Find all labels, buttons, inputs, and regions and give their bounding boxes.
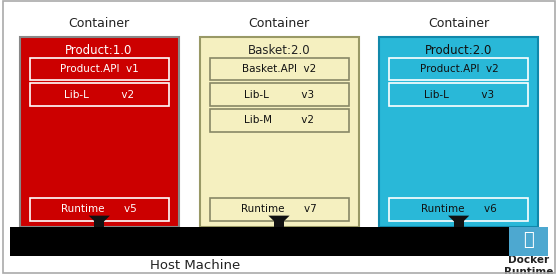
Bar [454,216,464,230]
Bar [210,198,349,221]
Text: Container: Container [69,17,129,30]
Text: Runtime      v7: Runtime v7 [242,204,317,214]
Bar [30,198,169,221]
Bar [20,37,179,227]
Text: Lib-L          v2: Lib-L v2 [64,90,134,99]
Bar [509,227,548,256]
Text: Docker
Runtime: Docker Runtime [504,255,554,274]
Bar [274,216,284,230]
Bar [389,58,528,80]
Bar [389,83,528,106]
Text: Runtime      v5: Runtime v5 [61,204,137,214]
Text: Runtime      v6: Runtime v6 [421,204,497,214]
Bar [210,83,349,106]
Text: Host Machine: Host Machine [150,259,240,272]
Polygon shape [268,216,290,226]
Text: Basket:2.0: Basket:2.0 [248,44,311,57]
Bar [389,198,528,221]
Text: Container: Container [429,17,489,30]
Text: Container: Container [249,17,310,30]
Text: Product:2.0: Product:2.0 [425,44,493,57]
Bar [30,58,169,80]
Text: Host OS: Host OS [229,234,291,249]
Polygon shape [448,216,469,226]
Text: Basket.API  v2: Basket.API v2 [242,64,316,74]
Bar [210,109,349,132]
Bar [379,37,538,227]
Text: 🐳: 🐳 [523,231,534,249]
Text: Product.API  v2: Product.API v2 [420,64,498,74]
Text: Lib-L          v3: Lib-L v3 [424,90,494,99]
Bar [210,58,349,80]
Text: Lib-L          v3: Lib-L v3 [244,90,314,99]
Text: Product.API  v1: Product.API v1 [60,64,138,74]
Bar [94,216,104,230]
Bar [10,227,509,256]
Polygon shape [89,216,110,226]
Text: Product:1.0: Product:1.0 [65,44,133,57]
Text: Lib-M         v2: Lib-M v2 [244,115,314,125]
Bar [200,37,359,227]
Bar [30,83,169,106]
